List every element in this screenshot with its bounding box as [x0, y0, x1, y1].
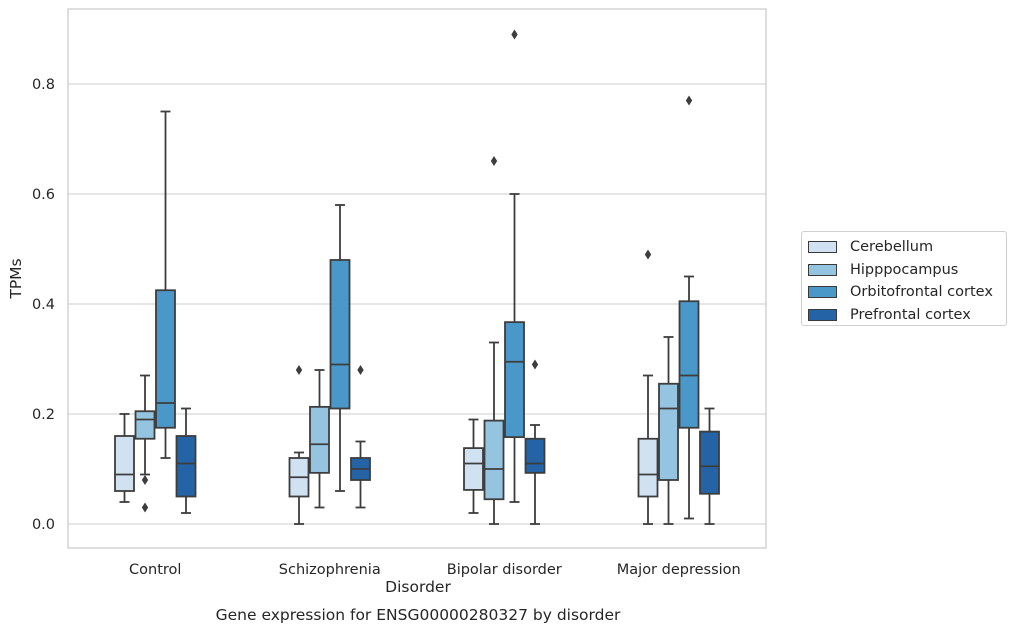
y-tick-label: 0.0	[32, 517, 55, 533]
outlier-point	[141, 475, 149, 485]
outlier-point	[295, 365, 303, 375]
box	[678, 300, 700, 429]
box	[114, 435, 135, 492]
legend-label: Prefrontal cortex	[850, 307, 971, 324]
x-tick-label: Schizophrenia	[279, 562, 381, 578]
box	[155, 289, 176, 429]
outlier-point	[531, 359, 539, 370]
x-axis-label: Disorder	[385, 578, 451, 596]
legend-item: Cerebellum	[808, 236, 1006, 259]
legend-item: Orbitofrontal cortex	[808, 281, 1006, 304]
box	[309, 405, 330, 474]
y-tick-label: 0.6	[32, 187, 55, 203]
legend-swatch	[808, 309, 837, 322]
box	[524, 437, 546, 474]
box	[329, 259, 351, 410]
y-tick-label: 0.8	[32, 77, 55, 93]
legend-swatch	[808, 286, 837, 299]
x-tick-label: Major depression	[617, 562, 741, 578]
outlier-point	[685, 95, 693, 106]
box	[699, 430, 720, 495]
outlier-point	[490, 156, 498, 166]
outlier-point	[357, 365, 364, 375]
legend-swatch	[808, 241, 837, 254]
legend-label: Orbitofrontal cortex	[850, 284, 993, 301]
box	[134, 410, 156, 440]
outlier-point	[511, 29, 518, 40]
x-tick-label: Bipolar disorder	[447, 562, 562, 578]
box	[658, 382, 679, 481]
chart-caption: Gene expression for ENSG00000280327 by d…	[215, 606, 621, 624]
x-tick-label: Control	[129, 562, 181, 578]
outlier-point	[644, 249, 652, 260]
legend-swatch	[808, 263, 837, 276]
plot-frame	[67, 8, 767, 549]
y-tick-label: 0.4	[32, 297, 55, 313]
y-axis-label: TPMs	[7, 258, 25, 299]
legend-item: Prefrontal cortex	[808, 304, 1006, 327]
legend-label: Hipppocampus	[850, 261, 959, 278]
box	[483, 419, 505, 501]
box	[463, 447, 484, 491]
outlier-point	[141, 502, 149, 513]
box	[637, 437, 659, 498]
legend: Cerebellum Hipppocampus Orbitofrontal co…	[801, 231, 1007, 326]
box	[175, 435, 197, 498]
box	[504, 321, 525, 438]
legend-item: Hipppocampus	[808, 259, 1006, 282]
y-tick-label: 0.2	[32, 407, 55, 423]
legend-label: Cerebellum	[850, 239, 934, 256]
